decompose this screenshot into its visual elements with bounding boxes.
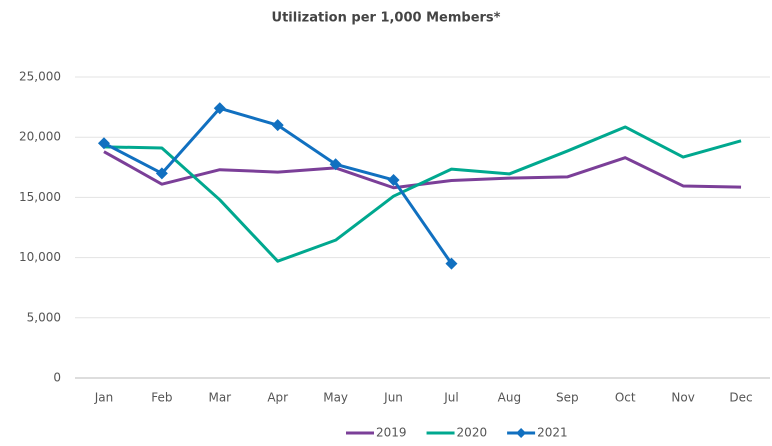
- x-tick-label: Aug: [498, 391, 521, 405]
- chart-title: Utilization per 1,000 Members*: [272, 11, 501, 26]
- x-tick-label: Apr: [267, 391, 288, 405]
- y-tick-label: 15,000: [19, 190, 61, 204]
- point-marker: [445, 257, 458, 270]
- x-tick-label: Mar: [208, 391, 231, 405]
- y-tick-label: 25,000: [19, 70, 61, 84]
- point-marker: [329, 158, 342, 171]
- legend-label: 2019: [376, 426, 407, 440]
- y-tick-label: 20,000: [19, 130, 61, 144]
- series-line: [103, 125, 742, 263]
- y-tick-label: 10,000: [19, 250, 61, 264]
- x-tick-label: May: [323, 391, 348, 405]
- x-tick-label: Jul: [443, 391, 458, 405]
- y-tick-label: 5,000: [27, 310, 61, 324]
- x-tick-label: Sep: [556, 391, 579, 405]
- point-marker: [213, 102, 226, 115]
- legend-label: 2021: [537, 426, 568, 440]
- legend-label: 2020: [457, 426, 488, 440]
- x-tick-label: Nov: [671, 391, 694, 405]
- y-tick-label: 0: [53, 371, 61, 385]
- point-marker: [387, 173, 400, 186]
- point-marker: [97, 137, 110, 150]
- legend-marker: [516, 428, 527, 438]
- point-marker: [271, 119, 284, 132]
- x-tick-label: Feb: [151, 391, 172, 405]
- x-tick-label: Oct: [615, 391, 636, 405]
- x-tick-label: Jan: [94, 391, 114, 405]
- series-line: [103, 106, 453, 265]
- x-tick-label: Dec: [729, 391, 752, 405]
- x-tick-label: Jun: [383, 391, 403, 405]
- point-marker: [155, 167, 168, 180]
